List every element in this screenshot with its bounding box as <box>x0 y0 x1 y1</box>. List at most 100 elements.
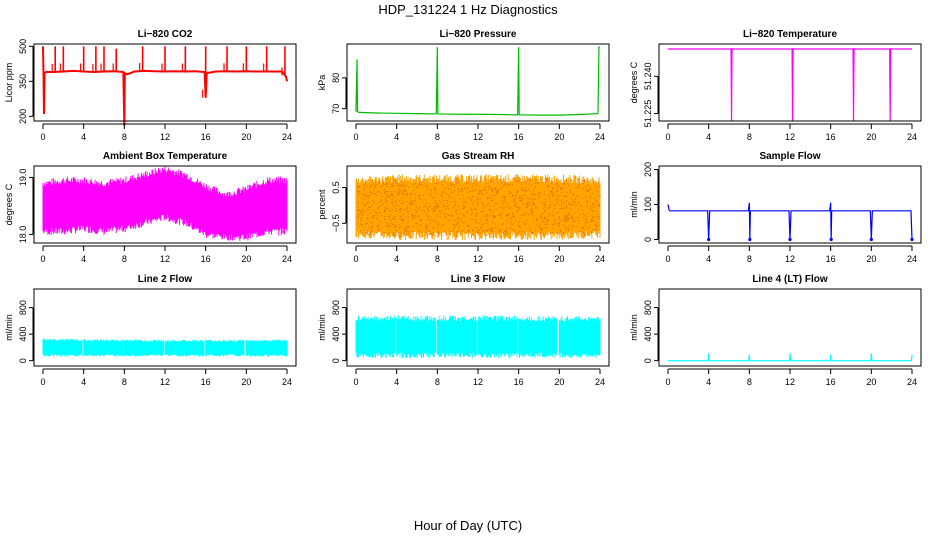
figure-title: HDP_131224 1 Hz Diagnostics <box>378 2 558 17</box>
y-tick-label: 18.0 <box>18 226 28 244</box>
series-rh <box>355 174 601 241</box>
chart-title: Ambient Box Temperature <box>103 151 228 162</box>
chart-panel-co2: Li−820 CO2 0 4 8 12 16 20 24 200 350 500 Licor ppm <box>4 29 297 142</box>
data-point <box>748 237 752 242</box>
y-axis-label: degrees C <box>629 61 639 103</box>
series-sample_flow <box>667 202 914 242</box>
x-tick-label: 24 <box>907 377 917 387</box>
x-tick-label: 12 <box>160 254 170 264</box>
data-line <box>668 353 913 362</box>
y-tick-label: 400 <box>18 327 28 342</box>
x-tick-label: 0 <box>353 132 358 142</box>
y-tick-label: 51.240 <box>643 63 653 91</box>
x-tick-label: 24 <box>595 254 605 264</box>
x-axis: 0 4 8 12 16 20 24 <box>665 368 917 387</box>
chart-panel-sample_flow: Sample Flow 0 4 8 12 16 20 24 0 100 200 ml/min <box>629 151 922 264</box>
x-tick-label: 4 <box>706 377 711 387</box>
x-tick-label: 0 <box>665 132 670 142</box>
series-co2 <box>42 46 288 126</box>
x-tick-label: 24 <box>282 254 292 264</box>
y-tick-label: 0 <box>18 358 28 363</box>
data-point <box>707 237 711 242</box>
chart-panel-rh: Gas Stream RH 0 4 8 12 16 20 24 −0.5 0.5 percent <box>317 151 610 264</box>
x-tick-label: 12 <box>785 132 795 142</box>
y-tick-label: 800 <box>643 300 653 315</box>
y-tick-label: 100 <box>643 197 653 212</box>
data-point <box>829 237 833 242</box>
series-pressure <box>355 46 600 116</box>
chart-title: Line 4 (LT) Flow <box>752 274 828 285</box>
x-tick-label: 8 <box>747 132 752 142</box>
chart-panel-pressure: Li−820 Pressure 0 4 8 12 16 20 24 70 80 kPa <box>317 29 610 142</box>
x-tick-label: 0 <box>40 377 45 387</box>
y-axis-label: Licor ppm <box>4 63 14 103</box>
data-band <box>355 315 601 359</box>
chart-panel-box_temp: Ambient Box Temperature 0 4 8 12 16 20 24 18.0 19… <box>4 151 297 264</box>
x-tick-label: 24 <box>595 132 605 142</box>
y-axis: 70 80 kPa <box>317 73 347 114</box>
x-tick-label: 12 <box>160 132 170 142</box>
y-axis-label: ml/min <box>629 314 639 341</box>
y-tick-label: 0 <box>643 237 653 242</box>
data-line <box>667 202 913 240</box>
y-axis-label: ml/min <box>629 191 639 218</box>
x-tick-label: 20 <box>866 132 876 142</box>
y-axis-label: kPa <box>317 75 327 91</box>
series-box_temp <box>42 166 288 241</box>
chart-title: Li−820 Temperature <box>743 29 837 40</box>
x-tick-label: 12 <box>473 132 483 142</box>
plot-frame <box>33 43 297 122</box>
x-tick-label: 0 <box>353 254 358 264</box>
plot-frame <box>658 43 922 122</box>
x-axis-title: Hour of Day (UTC) <box>413 518 523 533</box>
data-line <box>42 46 288 126</box>
y-axis: 0 400 800 ml/min <box>4 300 34 363</box>
plot-frame <box>346 288 610 367</box>
x-tick-label: 12 <box>473 377 483 387</box>
x-tick-label: 16 <box>514 377 524 387</box>
x-tick-label: 20 <box>554 132 564 142</box>
x-tick-label: 0 <box>40 132 45 142</box>
x-axis: 0 4 8 12 16 20 24 <box>665 245 917 264</box>
y-tick-label: 19.0 <box>18 169 28 187</box>
y-axis-label: percent <box>317 189 327 220</box>
y-axis: 51.225 51.240 degrees C <box>629 61 659 127</box>
x-tick-label: 0 <box>40 254 45 264</box>
x-axis: 0 4 8 12 16 20 24 <box>353 245 605 264</box>
data-points <box>356 178 601 237</box>
x-tick-label: 8 <box>122 254 127 264</box>
x-tick-label: 8 <box>435 377 440 387</box>
chart-panel-li_temp: Li−820 Temperature 0 4 8 12 16 20 24 51.225 51.24… <box>629 29 922 142</box>
x-tick-label: 20 <box>554 254 564 264</box>
x-tick-label: 0 <box>665 377 670 387</box>
x-axis: 0 4 8 12 16 20 24 <box>353 123 605 142</box>
y-tick-label: 0.5 <box>331 181 341 194</box>
plot-frame <box>658 165 922 244</box>
y-tick-label: 70 <box>331 104 341 114</box>
x-tick-label: 4 <box>394 132 399 142</box>
x-tick-label: 20 <box>241 132 251 142</box>
chart-title: Sample Flow <box>759 151 820 162</box>
data-line <box>355 46 600 116</box>
y-tick-label: 80 <box>331 73 341 83</box>
data-point <box>788 237 792 242</box>
chart-title: Li−820 CO2 <box>138 29 193 40</box>
x-tick-label: 12 <box>160 377 170 387</box>
y-axis: 0 400 800 ml/min <box>317 300 347 363</box>
chart-panel-line4: Line 4 (LT) Flow 0 4 8 12 16 20 24 0 400 800 ml/min <box>629 274 922 387</box>
data-point <box>910 237 914 242</box>
x-tick-label: 12 <box>785 377 795 387</box>
x-tick-label: 20 <box>866 254 876 264</box>
x-tick-label: 24 <box>907 132 917 142</box>
x-axis: 0 4 8 12 16 20 24 <box>353 368 605 387</box>
x-tick-label: 8 <box>435 132 440 142</box>
x-axis: 0 4 8 12 16 20 24 <box>665 123 917 142</box>
series-line2 <box>42 338 288 357</box>
x-tick-label: 12 <box>473 254 483 264</box>
data-line <box>668 48 912 122</box>
chart-title: Line 2 Flow <box>138 274 193 285</box>
chart-title: Line 3 Flow <box>451 274 506 285</box>
y-tick-label: 400 <box>331 327 341 342</box>
y-tick-label: 500 <box>18 39 28 54</box>
y-tick-label: 800 <box>18 300 28 315</box>
